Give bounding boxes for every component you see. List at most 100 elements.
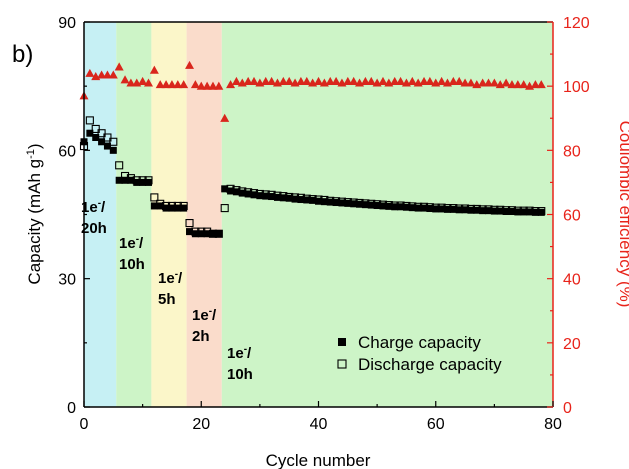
region-label-prefix: 1e [158, 270, 175, 287]
discharge-point [373, 200, 382, 209]
charge-point [127, 176, 135, 184]
coulombic-efficiency-point [267, 76, 277, 85]
coulombic-efficiency-point [108, 70, 118, 79]
coulombic-efficiency-point [530, 80, 540, 89]
discharge-point [179, 201, 188, 210]
charge-point [408, 204, 416, 212]
coulombic-efficiency-point [249, 76, 259, 85]
series-1 [80, 129, 545, 238]
discharge-point [203, 227, 212, 236]
discharge-point [431, 203, 440, 212]
y-left-tick-label: 90 [58, 15, 76, 32]
coulombic-efficiency-point [390, 76, 400, 85]
charge-point [361, 201, 369, 209]
region-label-4: 1e-/ [192, 306, 217, 324]
charge-point [197, 230, 205, 238]
coulombic-efficiency-point [478, 78, 488, 87]
charge-point [273, 193, 281, 201]
discharge-point [490, 205, 499, 214]
charge-point [432, 205, 440, 213]
coulombic-efficiency-point [396, 76, 406, 85]
charge-point [420, 204, 428, 212]
charge-point [514, 208, 522, 216]
legend-label: Discharge capacity [358, 355, 502, 374]
discharge-point [478, 205, 487, 214]
charge-point [479, 207, 487, 215]
y-left-tick-label: 30 [58, 272, 76, 289]
discharge-point [126, 174, 135, 183]
region-1 [84, 22, 117, 407]
discharge-point [525, 206, 534, 215]
legend-label: Charge capacity [358, 333, 481, 352]
discharge-point [437, 203, 446, 212]
y-right-tick-label: 20 [563, 336, 581, 353]
discharge-point [449, 204, 458, 213]
coulombic-efficiency-point [155, 80, 165, 89]
charge-point [297, 196, 305, 204]
charge-point [139, 178, 147, 186]
region-label-slash: / [101, 199, 106, 216]
discharge-point [150, 193, 159, 202]
discharge-point [244, 188, 253, 197]
charge-point [326, 198, 334, 206]
x-tick-label: 60 [427, 416, 445, 433]
coulombic-efficiency-point [419, 76, 429, 85]
coulombic-efficiency-point [407, 76, 417, 85]
region-label-5: 1e-/ [227, 344, 252, 362]
charge-point [86, 129, 94, 137]
region-2 [116, 22, 152, 407]
charge-point [162, 204, 170, 212]
y-right-tick-label: 120 [563, 15, 590, 32]
charge-point [285, 194, 293, 202]
region-label-sup: - [175, 269, 178, 280]
charge-point [309, 196, 317, 204]
coulombic-efficiency-point [501, 78, 511, 87]
region-label-slash: / [178, 270, 183, 287]
discharge-point [419, 202, 429, 211]
discharge-point [267, 190, 276, 199]
coulombic-efficiency-point [185, 60, 195, 69]
charge-point [279, 194, 287, 202]
legend-charge-marker [338, 338, 346, 346]
charge-point [92, 134, 100, 141]
discharge-point [220, 204, 229, 213]
discharge-point [408, 202, 417, 211]
coulombic-efficiency-point [214, 81, 224, 90]
coulombic-efficiency-point [173, 80, 183, 89]
coulombic-efficiency-point [143, 78, 153, 87]
coulombic-efficiency-point [97, 70, 107, 79]
y-left-tick-label: 60 [58, 143, 76, 160]
region-label-slash: / [139, 235, 144, 252]
legend-discharge-marker [337, 359, 347, 369]
discharge-point [461, 204, 470, 213]
charge-point [156, 202, 164, 210]
discharge-point [314, 195, 323, 204]
coulombic-efficiency-point [190, 80, 200, 89]
charge-point [537, 208, 545, 216]
discharge-point [502, 206, 511, 215]
region-4 [186, 22, 222, 407]
region-label-duration-4: 2h [192, 328, 210, 345]
region-label-1: 1e-/ [81, 198, 106, 216]
coulombic-efficiency-point [261, 76, 271, 85]
discharge-point [85, 116, 94, 125]
coulombic-efficiency-point [126, 78, 136, 87]
region-label-duration-3: 5h [158, 291, 176, 308]
discharge-point [261, 190, 270, 199]
coulombic-efficiency-point [507, 80, 517, 89]
discharge-point [91, 124, 100, 133]
discharge-point [378, 200, 388, 209]
region-label-slash: / [247, 345, 252, 362]
legend: Charge capacity Discharge capacity [337, 333, 502, 374]
coulombic-efficiency-point [85, 68, 95, 77]
region-label-duration-5: 10h [227, 366, 253, 383]
coulombic-efficiency-point [102, 70, 112, 79]
discharge-point [290, 193, 300, 202]
charge-point [367, 201, 375, 209]
coulombic-efficiency-point [331, 76, 341, 85]
discharge-point [173, 201, 182, 210]
discharge-point [472, 204, 481, 213]
discharge-point [214, 229, 223, 238]
discharge-point [414, 202, 423, 211]
charge-point [150, 202, 158, 210]
